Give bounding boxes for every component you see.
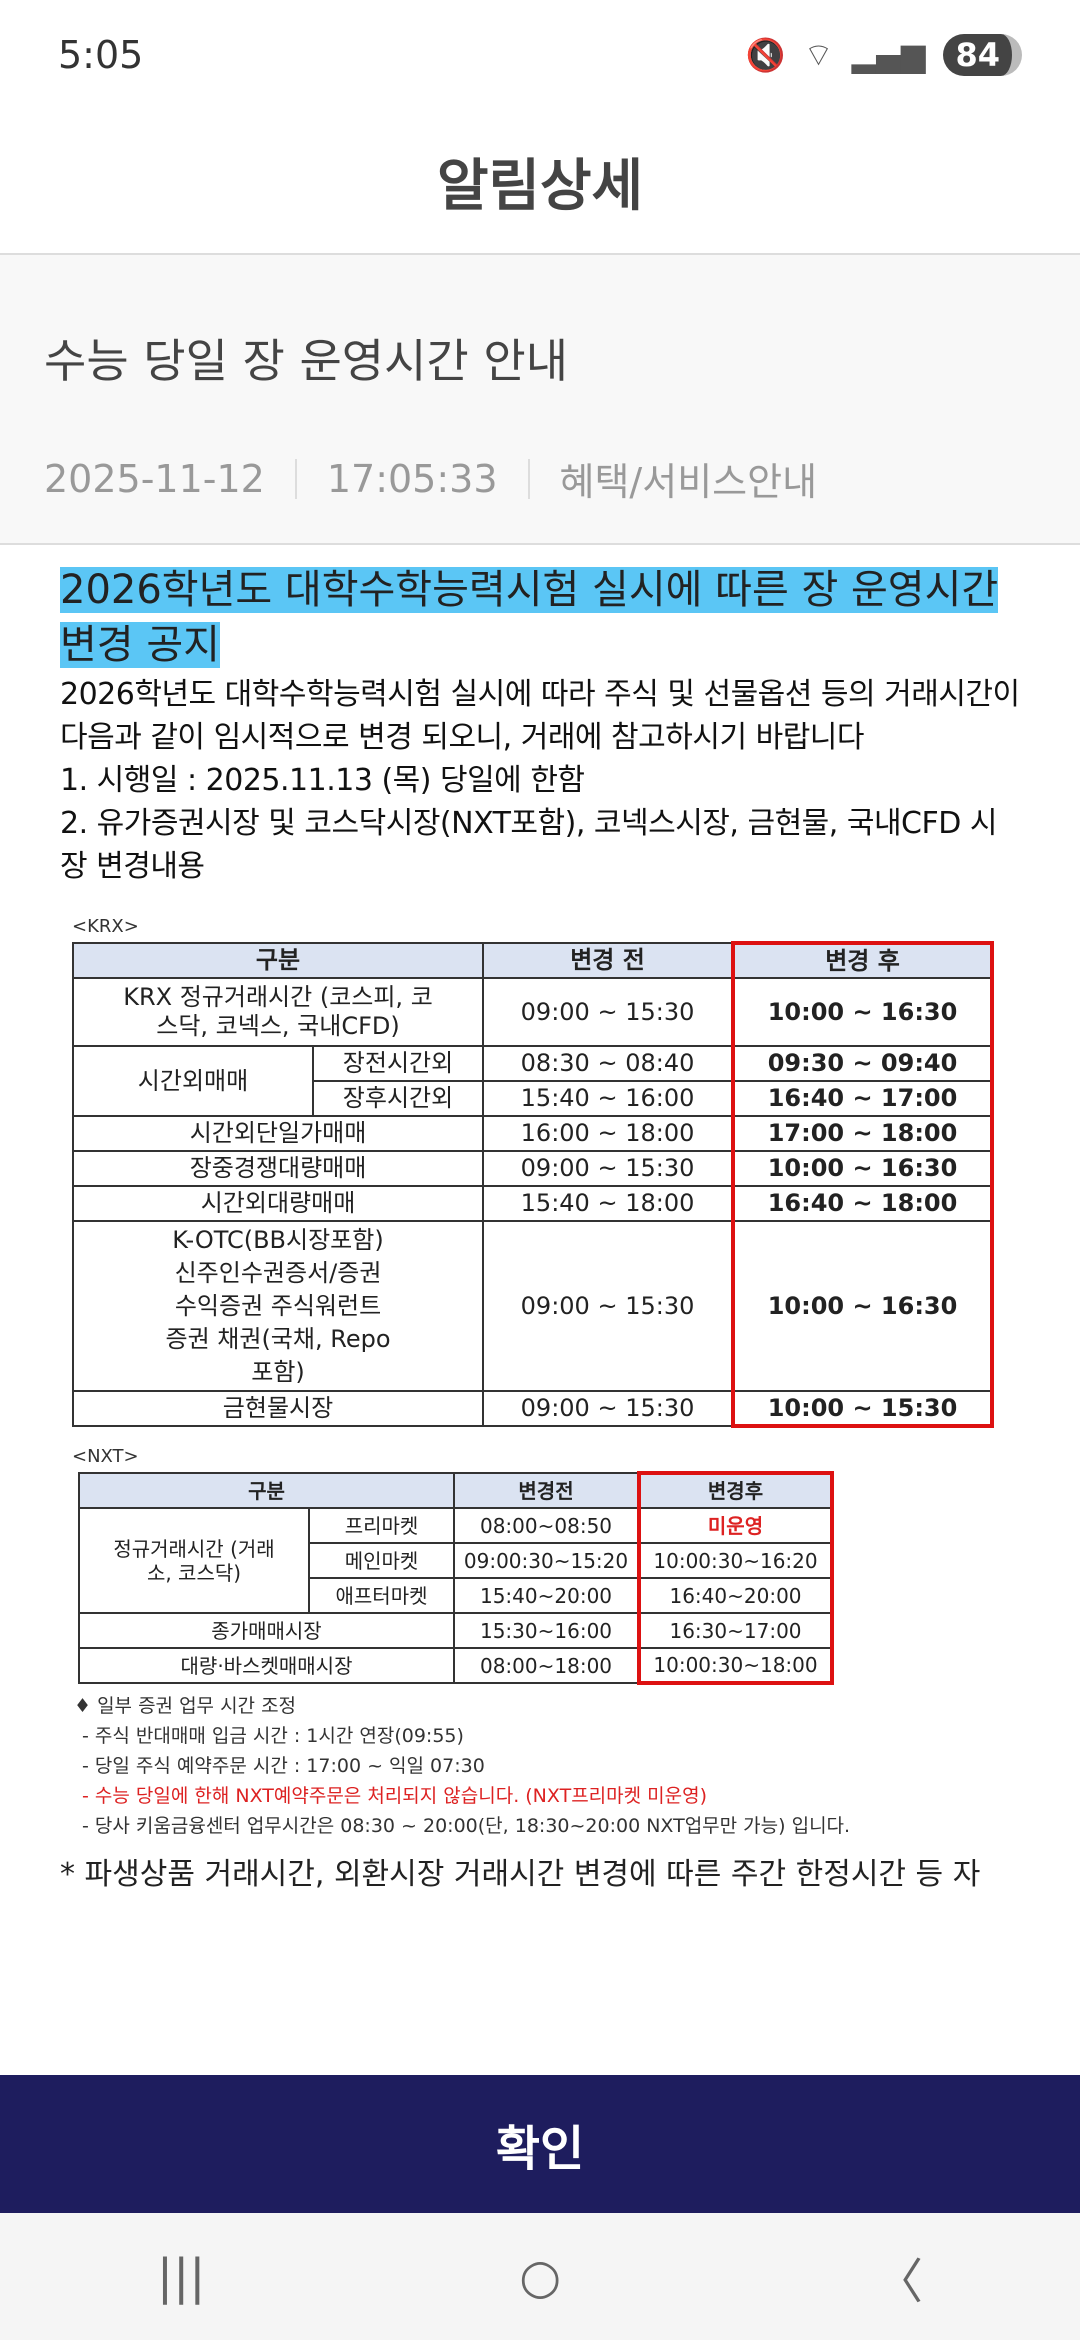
body-paragraph: 2026학년도 대학수학능력시험 실시에 따라 주식 및 선물옵션 등의 거래시… [60,677,1020,755]
recent-apps-icon[interactable]: ||| [156,2248,206,2305]
body-effective-date: 1. 시행일 : 2025.11.13 (목) 당일에 한함 [60,763,585,798]
krx-table: 구분 변경 전 변경 후 KRX 정규거래시간 (코스피, 코스닥, 코넥스, 국내… [71,941,994,1428]
body-heading: 2026학년도 대학수학능력시험 실시에 따른 장 운영시간 변경 공지 [60,567,999,668]
status-bar: 5:05 🔇 ⌔ ▂▄▆ 84 [0,0,1080,110]
page-title: 알림상세 [436,154,644,219]
krx-label: <KRX> [72,916,139,937]
notice-header: 수능 당일 장 운영시간 안내 2025-11-12 17:05:33 혜택/서… [0,255,1080,545]
confirm-button[interactable]: 확인 [0,2075,1080,2213]
notice-title: 수능 당일 장 운영시간 안내 [44,334,569,388]
wifi-icon: ⌔ [803,36,834,74]
notice-body[interactable]: 2026학년도 대학수학능력시험 실시에 따른 장 운영시간 변경 공지 202… [0,545,1080,2075]
notice-time: 17:05:33 [326,456,498,501]
note-heading: ♦ 일부 증권 업무 시간 조정 [74,1695,297,1717]
note-item: - 당사 키움금융센터 업무시간은 08:30 ~ 20:00(단, 18:30… [82,1815,851,1837]
back-icon[interactable]: 〈 [875,2253,924,2310]
note-item-warning: - 수능 당일에 한해 NXT예약주문은 처리되지 않습니다. (NXT프리마켓… [82,1785,708,1807]
battery-indicator: 84 [943,34,1022,76]
notice-date: 2025-11-12 [44,456,265,501]
signal-icon: ▂▄▆ [851,36,926,74]
app-bar: 알림상세 [0,110,1080,255]
derivatives-note: * 파생상품 거래시간, 외환시장 거래시간 변경에 따른 주간 한정시간 등 … [60,1857,981,1892]
home-icon[interactable]: ○ [519,2248,562,2305]
mute-vibrate-icon: 🔇 [745,36,786,74]
notes: ♦ 일부 증권 업무 시간 조정 - 주식 반대매매 입금 시간 : 1시간 연… [74,1691,1020,1841]
body-markets: 2. 유가증권시장 및 코스닥시장(NXT포함), 코넥스시장, 금현물, 국내… [60,806,998,884]
note-item: - 당일 주식 예약주문 시간 : 17:00 ~ 익일 07:30 [82,1755,485,1777]
notice-category: 혜택/서비스안내 [559,460,818,504]
clock: 5:05 [58,33,144,77]
nxt-table: 구분 변경전 변경후 정규거래시간 (거래소, 코스닥) 프리마켓 08:00~08:5… [78,1471,834,1685]
nxt-label: <NXT> [72,1446,139,1467]
note-item: - 주식 반대매매 입금 시간 : 1시간 연장(09:55) [82,1725,464,1747]
system-nav-bar: ||| ○ 〈 [0,2213,1080,2340]
